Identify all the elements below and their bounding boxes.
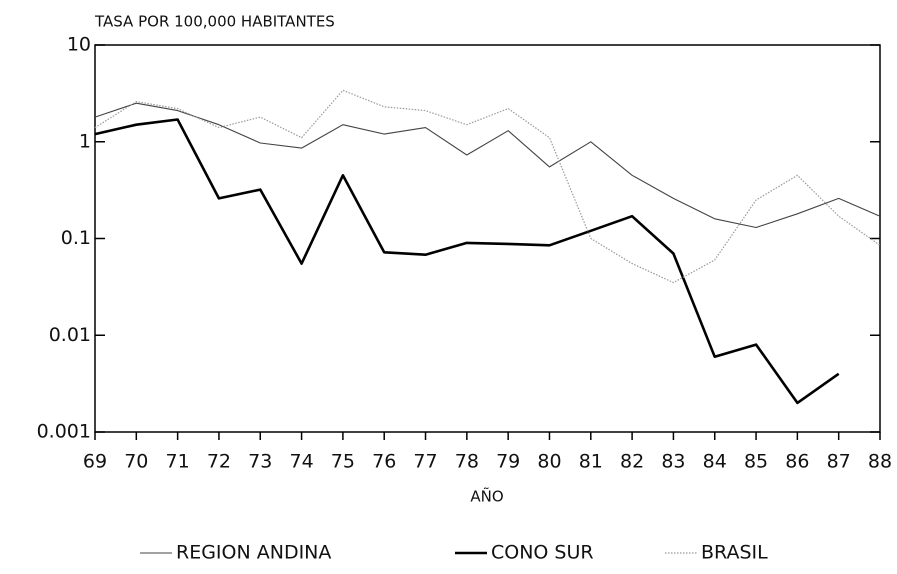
x-tick-label: 86	[785, 451, 809, 473]
series-line	[94, 102, 881, 229]
x-tick-label: 82	[620, 451, 644, 473]
x-tick-label: 80	[537, 451, 561, 473]
x-tick-label: 72	[207, 451, 231, 473]
x-tick-label: 79	[496, 451, 520, 473]
y-tick-label: 1	[79, 130, 91, 152]
x-tick-label: 87	[827, 451, 851, 473]
x-tick-label: 69	[83, 451, 107, 473]
x-tick-label: 84	[703, 451, 727, 473]
x-tick-label: 81	[579, 451, 603, 473]
legend-label: REGION ANDINA	[176, 542, 331, 564]
y-tick-label: 10	[67, 34, 91, 56]
series-line	[94, 89, 881, 284]
x-tick-label: 76	[372, 451, 396, 473]
x-axis-title: AÑO	[470, 487, 503, 506]
x-tick-label: 73	[248, 451, 272, 473]
x-tick-label: 77	[413, 451, 437, 473]
plot-frame	[94, 44, 881, 433]
x-tick-label: 88	[868, 451, 892, 473]
series-line	[94, 118, 840, 405]
y-tick-label: 0.1	[61, 227, 91, 249]
x-tick-label: 78	[455, 451, 479, 473]
y-tick-label: 0.001	[37, 421, 91, 443]
x-tick-label: 71	[166, 451, 190, 473]
legend-label: CONO SUR	[491, 542, 594, 564]
y-axis-title: TASA POR 100,000 HABITANTES	[94, 13, 335, 31]
x-tick-label: 83	[661, 451, 685, 473]
x-tick-label: 75	[331, 451, 355, 473]
legend-label: BRASIL	[701, 542, 768, 564]
x-tick-label: 74	[289, 451, 313, 473]
x-tick-label: 70	[124, 451, 148, 473]
x-tick-label: 85	[744, 451, 768, 473]
y-tick-label: 0.01	[49, 324, 91, 346]
